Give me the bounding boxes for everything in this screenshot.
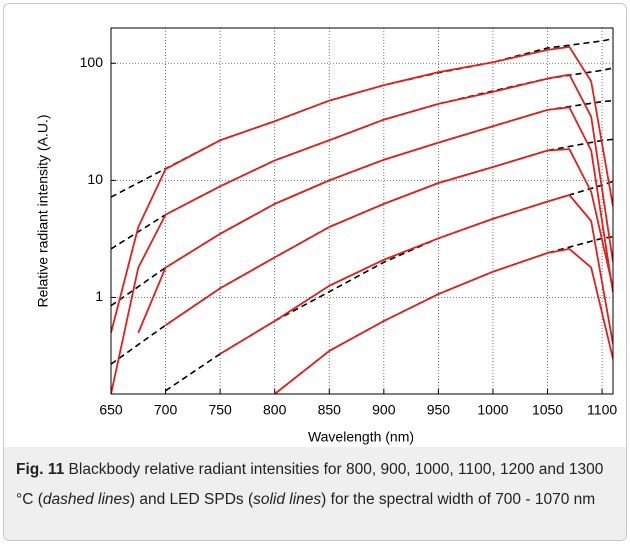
caption-emphasis: dashed lines — [42, 491, 130, 508]
y-axis-label: Relative radiant intensity (A.U.) — [35, 115, 51, 308]
plot-frame — [110, 27, 614, 395]
x-tick-label: 1000 — [477, 402, 508, 418]
y-tick-label: 10 — [87, 171, 103, 187]
caption-text: ) for the spectral width of 700 - 1070 n… — [321, 491, 596, 508]
x-tick-label: 750 — [208, 402, 232, 418]
x-tick-label: 1100 — [587, 402, 617, 418]
x-tick-label: 700 — [154, 402, 178, 418]
x-tick-label: 850 — [318, 402, 342, 418]
x-tick-label: 650 — [99, 402, 123, 418]
x-tick-label: 800 — [263, 402, 287, 418]
series-line — [137, 106, 613, 334]
y-tick-label: 1 — [95, 288, 103, 304]
series-line — [111, 45, 613, 333]
x-tick-label: 900 — [372, 402, 396, 418]
plot-lines — [111, 37, 613, 394]
series-line — [111, 73, 613, 394]
caption-text: Blackbody relative radiant intensities f… — [16, 461, 604, 508]
series-line — [165, 148, 613, 326]
caption: Fig. 11 Blackbody relative radiant inten… — [4, 447, 626, 540]
series-line — [165, 180, 613, 392]
series-line — [274, 235, 613, 394]
series-line — [274, 248, 613, 394]
x-tick-label: 1050 — [532, 402, 563, 418]
x-tick-label: 950 — [427, 402, 451, 418]
caption-text: ) and LED SPDs ( — [129, 491, 254, 508]
figure-card: Wavelength (nm) Relative radiant intensi… — [3, 3, 627, 541]
y-tick-label: 100 — [80, 54, 104, 70]
series-line — [111, 138, 613, 365]
x-axis-label: Wavelength (nm) — [308, 429, 414, 445]
chart: Wavelength (nm) Relative radiant intensi… — [35, 27, 617, 445]
series-line — [111, 37, 613, 198]
caption-emphasis: solid lines — [253, 491, 322, 508]
caption-label: Fig. 11 — [16, 461, 65, 478]
series-line — [219, 194, 613, 355]
